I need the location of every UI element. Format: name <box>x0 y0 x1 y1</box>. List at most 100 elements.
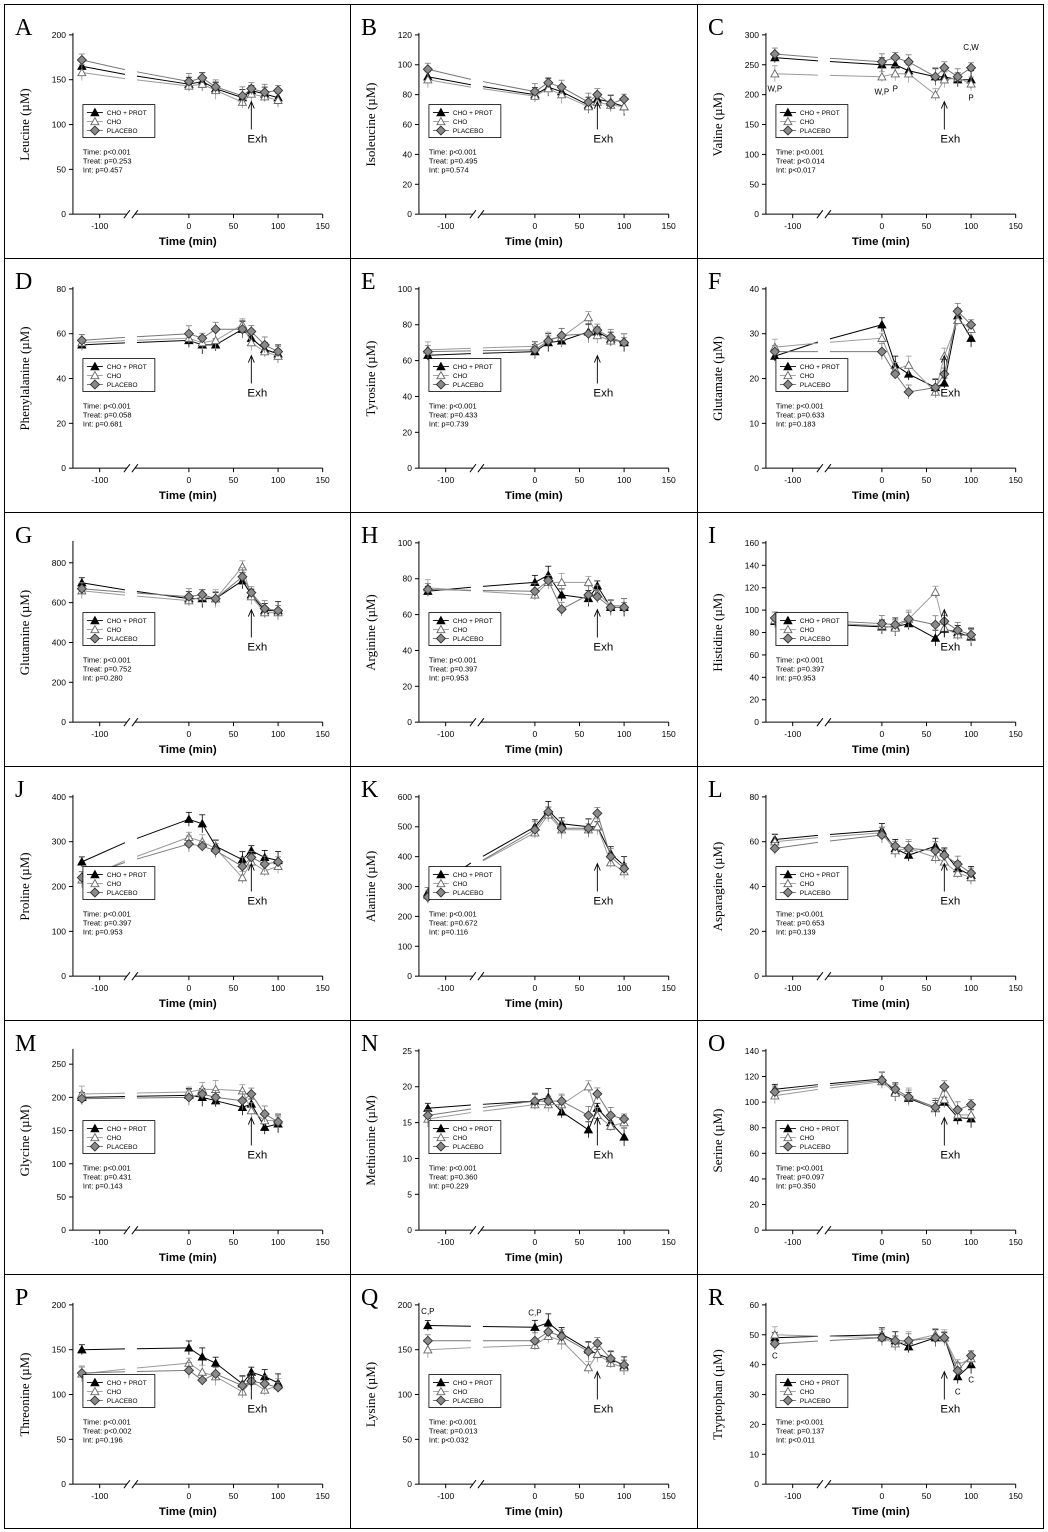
series-line-0 <box>136 339 189 343</box>
y-tick-label: 400 <box>51 791 65 801</box>
data-point <box>939 1081 950 1092</box>
data-point <box>422 1109 434 1121</box>
legend-swatch-marker <box>436 1132 446 1141</box>
data-point <box>769 842 780 854</box>
y-tick-label: 100 <box>398 537 412 547</box>
data-point <box>76 856 87 866</box>
legend-swatch-marker <box>436 1377 446 1386</box>
series-line-2 <box>829 1079 882 1086</box>
data-point <box>930 619 941 630</box>
y-axis-label: Threonine (µM) <box>16 1352 31 1436</box>
data-point <box>236 1379 248 1391</box>
data-point <box>259 1378 270 1389</box>
y-tick-label: 100 <box>745 1097 759 1107</box>
y-tick-label: 40 <box>403 391 413 401</box>
x-tick-label: 50 <box>228 1491 238 1501</box>
y-axis-label: Glutamate (µM) <box>710 336 725 421</box>
axis-break-mark <box>824 717 832 726</box>
y-tick-label: 60 <box>56 328 66 338</box>
exh-arrowhead <box>594 99 601 109</box>
x-tick-label: 150 <box>315 983 329 993</box>
y-tick-label: 100 <box>398 283 412 293</box>
data-point <box>605 1353 617 1364</box>
legend-label: PLACEBO <box>106 1144 137 1151</box>
legend-swatch-marker <box>782 107 793 116</box>
series-line-0 <box>81 1095 125 1098</box>
y-tick-label: 50 <box>56 1191 66 1201</box>
x-tick-label: 0 <box>186 729 191 739</box>
x-tick-label: 100 <box>964 729 978 739</box>
series-line-1 <box>136 836 189 857</box>
stat-text: Time: p<0.001 <box>82 655 130 664</box>
data-point <box>889 51 901 63</box>
data-point <box>259 858 270 869</box>
y-axis-label: Alanine (µM) <box>363 850 378 922</box>
panel-letter: F <box>708 268 721 294</box>
series-line-2 <box>136 592 189 597</box>
exh-arrowhead <box>594 1369 601 1379</box>
data-point <box>769 1086 780 1097</box>
legend-label: PLACEBO <box>453 890 484 897</box>
x-tick-label: 0 <box>186 1237 191 1247</box>
series-line-1 <box>427 1346 472 1350</box>
series-1 <box>423 1328 630 1375</box>
y-tick-label: 100 <box>51 926 65 936</box>
x-tick-label: 0 <box>879 475 884 485</box>
series-line-2 <box>136 70 189 82</box>
data-point <box>272 94 283 104</box>
data-point <box>556 329 567 341</box>
data-point <box>966 1109 976 1119</box>
series-line-0 <box>136 1346 189 1349</box>
axis-break-mark <box>477 1225 485 1234</box>
data-point <box>952 71 963 82</box>
x-axis-label: Time (min) <box>158 1506 216 1518</box>
data-point <box>236 90 248 101</box>
data-point <box>903 1335 914 1346</box>
series-line-1 <box>136 595 189 601</box>
data-point <box>259 1108 270 1119</box>
series-line-0 <box>829 60 882 65</box>
y-axis-label: Tryptophan (µM) <box>710 1349 725 1440</box>
x-axis-label: Time (min) <box>852 1506 910 1518</box>
stat-text: Treat: p=0.058 <box>82 410 131 419</box>
panel-letter: N <box>361 1030 378 1056</box>
axis-break-mark <box>123 1225 130 1234</box>
chart-panel-g: G 0 200 400 600 800 -100 0 50 100 150 Time (min) Glu… <box>3 511 352 767</box>
y-tick-label: 50 <box>56 164 66 174</box>
data-point <box>423 1344 433 1353</box>
exh-arrowhead <box>940 99 948 109</box>
exh-label: Exh <box>247 641 267 653</box>
x-tick-label: 150 <box>315 1491 329 1501</box>
series-2 <box>769 826 977 878</box>
y-tick-label: 40 <box>749 1359 759 1369</box>
data-point <box>583 1124 594 1133</box>
x-tick-label: 150 <box>1008 729 1022 739</box>
x-tick-label: 50 <box>922 983 932 993</box>
chart-panel-r: R 0 10 20 30 40 50 60 -100 0 50 100 150 Time (min) Try… <box>696 1273 1045 1529</box>
axis-break-mark <box>131 717 138 726</box>
y-tick-label: 80 <box>749 627 759 637</box>
series-line-0 <box>483 1325 536 1328</box>
legend-label: CHO + PROT <box>453 110 493 117</box>
y-tick-label: 0 <box>407 1225 412 1235</box>
x-axis-label: Time (min) <box>158 490 216 502</box>
legend-label: CHO + PROT <box>453 1126 493 1133</box>
exh-arrowhead <box>940 861 948 871</box>
y-tick-label: 120 <box>398 29 412 39</box>
data-point <box>769 68 780 77</box>
chart-svg-q: Q 0 50 100 150 200 -100 0 50 100 150 Time (min) Lysi… <box>361 1284 676 1517</box>
data-point <box>583 589 594 600</box>
y-tick-label: 0 <box>407 463 412 473</box>
axis-break-mark <box>131 209 138 218</box>
legend-swatch-marker <box>89 1132 100 1141</box>
y-tick-label: 20 <box>403 179 413 189</box>
x-axis-label: Time (min) <box>852 744 910 756</box>
chart-panel-k: K 0 100 200 300 400 500 600 -100 0 50 100 150 Time (m… <box>350 765 698 1021</box>
data-point <box>952 1365 963 1376</box>
series-2 <box>769 1327 977 1379</box>
data-point <box>76 334 87 346</box>
data-point <box>930 1332 941 1343</box>
series-line-1 <box>774 72 818 76</box>
y-tick-label: 120 <box>745 1071 759 1081</box>
